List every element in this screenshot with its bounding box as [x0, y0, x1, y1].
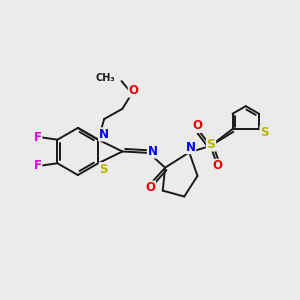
Text: F: F: [34, 159, 42, 172]
Text: O: O: [128, 84, 138, 97]
Text: S: S: [206, 138, 215, 151]
Text: N: N: [147, 145, 158, 158]
Text: CH₃: CH₃: [95, 73, 115, 83]
Text: O: O: [192, 119, 202, 132]
Text: O: O: [212, 159, 222, 172]
Text: N: N: [99, 128, 109, 141]
Text: N: N: [186, 141, 196, 154]
Text: S: S: [260, 126, 269, 139]
Text: O: O: [146, 181, 155, 194]
Text: S: S: [99, 163, 108, 176]
Text: F: F: [34, 131, 42, 144]
